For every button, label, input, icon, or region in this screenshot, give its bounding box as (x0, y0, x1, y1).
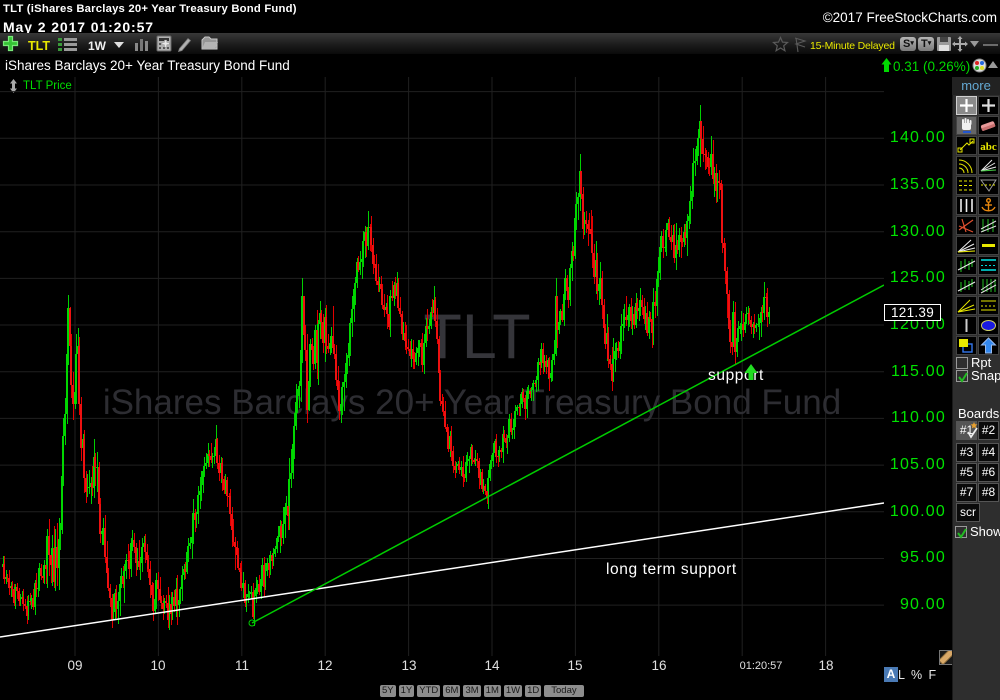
svg-text:long term support: long term support (606, 561, 737, 578)
svg-text:support: support (708, 367, 764, 384)
svg-text:iShares Barclays 20+ Year Trea: iShares Barclays 20+ Year Treasury Bond … (103, 383, 841, 422)
svg-text:abc: abc (980, 141, 997, 153)
svg-text:TLT: TLT (423, 302, 530, 372)
